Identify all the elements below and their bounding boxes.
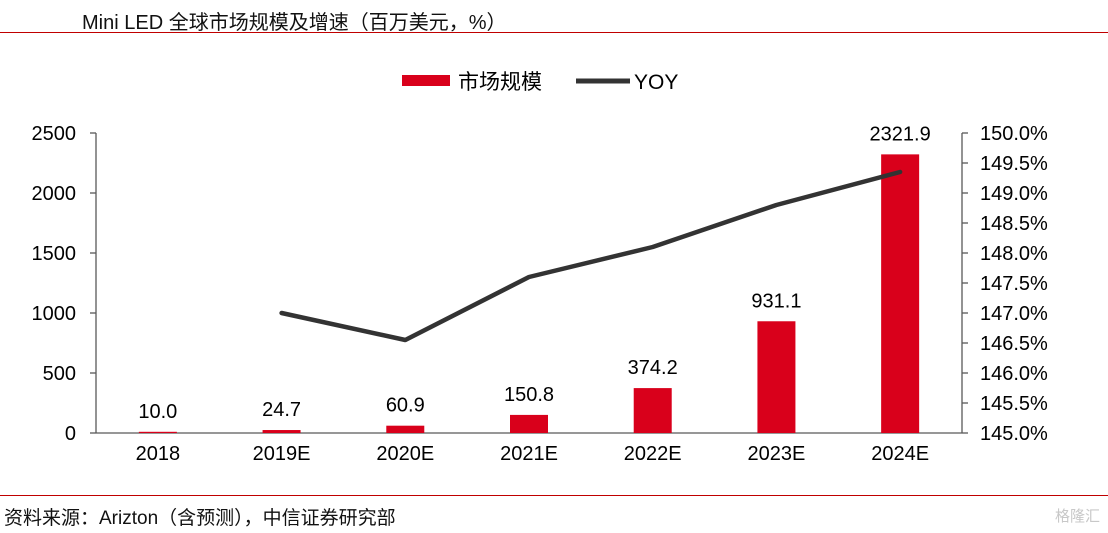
axes: 0 500 1000 1500 2000 2500 145.0% 145.5% 146.0% 14… [32,123,1049,465]
x-tick-label: 2024E [871,443,929,465]
x-tick-label: 2020E [376,443,434,465]
bar-data-label: 24.7 [262,399,301,421]
y-right-tick-label: 149.5% [980,153,1048,175]
source-note: 资料来源：Arizton（含预测），中信证券研究部 [4,508,396,529]
top-rule [0,32,1108,33]
legend-line-label: YOY [634,71,678,94]
bar [881,154,920,433]
x-tick-label: 2023E [748,443,806,465]
yoy-line-layer [279,169,903,343]
bar-data-label: 374.2 [628,357,678,379]
data-labels: 10.0 24.7 60.9 150.8 374.2 931.1 2321.9 [138,123,930,422]
y-right-tick-label: 146.0% [980,363,1048,385]
y-left-tick-label: 0 [65,423,76,445]
bar-data-label: 10.0 [138,401,177,423]
x-tick-label: 2019E [253,443,311,465]
legend-bar-label: 市场规模 [458,71,542,94]
bar-data-label: 931.1 [751,290,801,312]
y-left-tick-label: 2500 [32,123,77,145]
bar [510,414,548,433]
x-tick-label: 2021E [500,443,558,465]
bar [633,388,672,433]
y-left-tick-label: 1000 [32,303,77,325]
bar [757,321,796,433]
bar-data-label: 2321.9 [870,123,931,145]
x-tick-label: 2022E [624,443,682,465]
y-left-tick-label: 500 [43,363,76,385]
y-right-tick-label: 146.5% [980,333,1048,355]
y-right-tick-label: 148.5% [980,213,1048,235]
y-right-tick-label: 147.0% [980,303,1048,325]
y-right-tick-label: 147.5% [980,273,1048,295]
bar [386,425,425,433]
bars [138,154,920,433]
y-right-tick-label: 149.0% [980,183,1048,205]
bar-data-label: 60.9 [386,395,425,417]
bar [262,430,301,433]
legend-bar-swatch [402,75,450,86]
y-left-tick-label: 2000 [32,183,77,205]
bottom-rule [0,495,1108,496]
chart-title: Mini LED 全球市场规模及增速（百万美元，%） [82,12,507,34]
x-tick-label: 2018 [136,443,181,465]
watermark: 格隆汇 [1054,508,1100,525]
y-right-tick-label: 150.0% [980,123,1048,145]
y-left-tick-label: 1500 [32,243,77,265]
y-right-tick-label: 145.0% [980,423,1048,445]
yoy-line [279,169,903,343]
bar-data-label: 150.8 [504,384,554,406]
y-right-tick-label: 148.0% [980,243,1048,265]
legend: 市场规模 YOY [402,71,678,94]
bar [138,431,177,433]
y-right-tick-label: 145.5% [980,393,1048,415]
